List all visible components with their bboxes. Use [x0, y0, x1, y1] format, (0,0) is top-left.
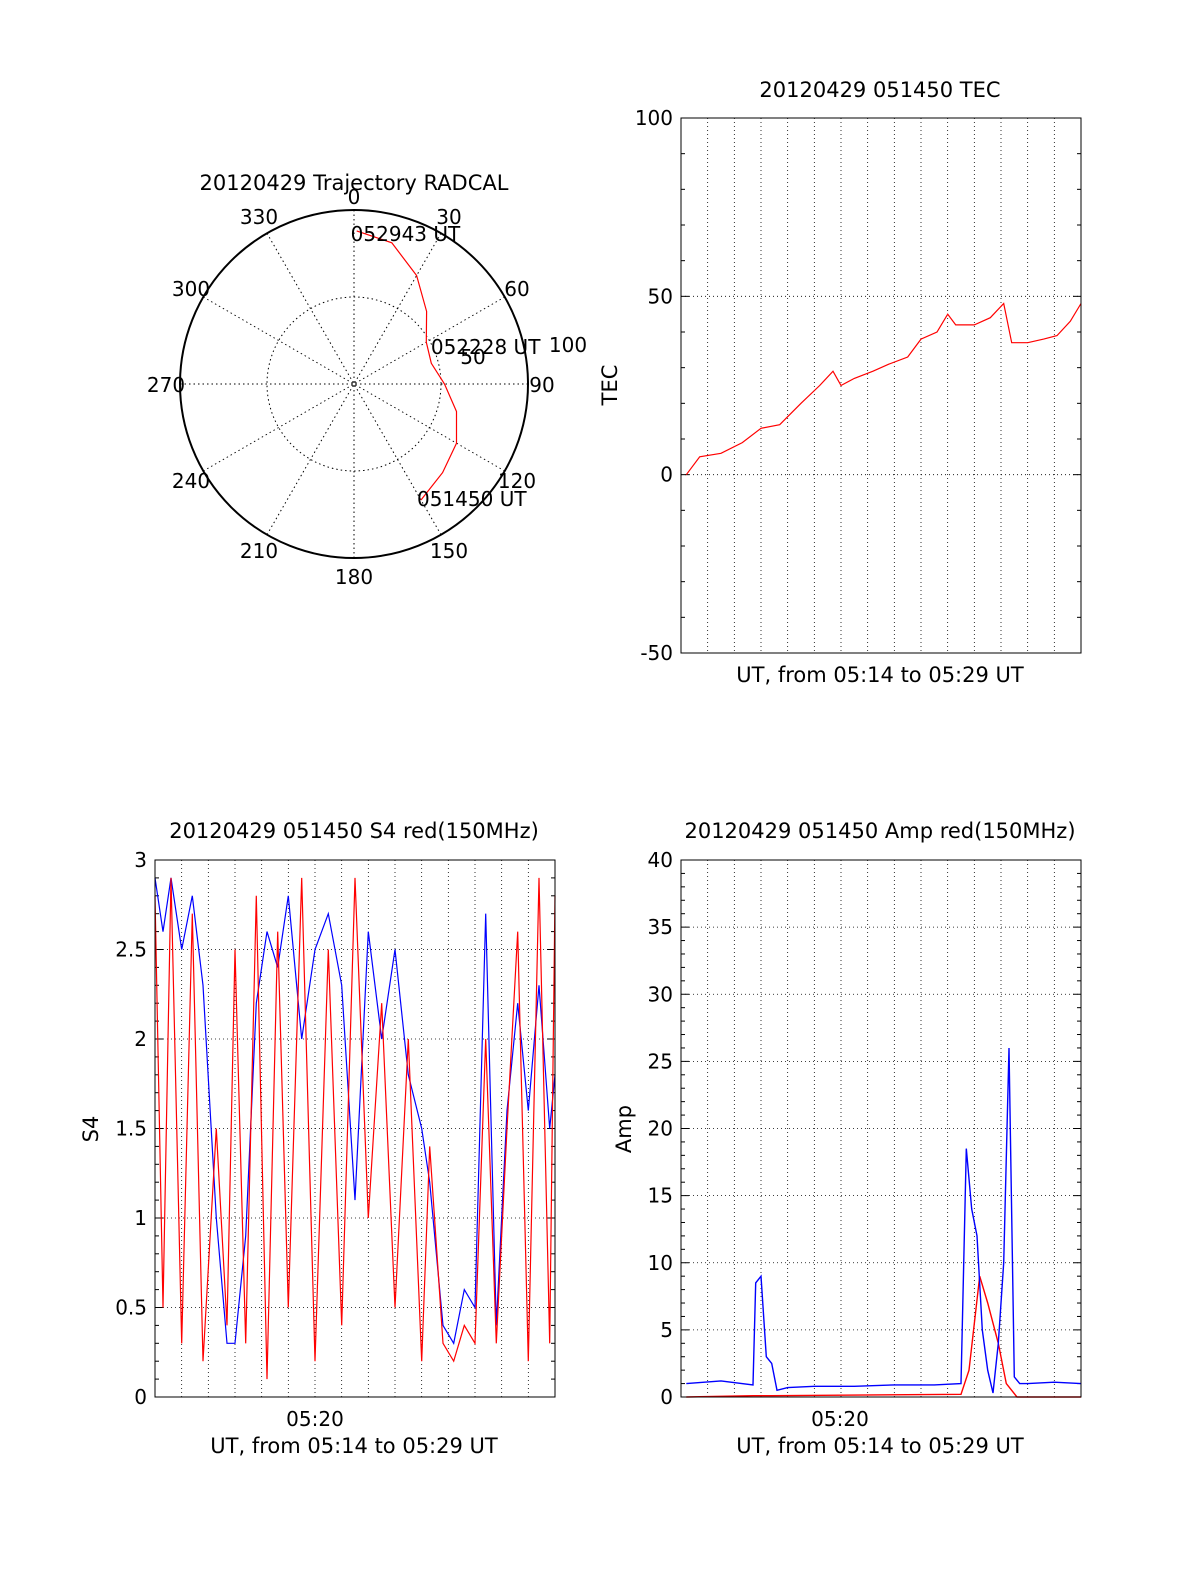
polar-radial-label: 50: [460, 345, 485, 369]
polar-angle-label: 120: [498, 469, 536, 493]
amp-ytick-label: 35: [648, 915, 673, 939]
amp-ytick-label: 10: [648, 1251, 673, 1275]
amp-ytick-label: 25: [648, 1049, 673, 1073]
trajectory-time-label: 052228 UT: [431, 335, 541, 359]
trajectory-time-label: 052943 UT: [351, 222, 461, 246]
s4-ytick-label: 0.5: [115, 1296, 147, 1320]
tec-ticks: [681, 117, 1081, 654]
amp-series-line-blue: [686, 1047, 1082, 1394]
s4-ytick-label: 0: [134, 1385, 147, 1409]
tec-ytick-label: -50: [640, 641, 673, 665]
s4-plot-frame: [154, 859, 556, 1398]
amp-panel: 20120429 051450 Amp red(150MHz) 40 35 30 25…: [612, 819, 1082, 1458]
tec-ytick-label: 50: [648, 284, 673, 308]
trajectory-panel: 20120429 Trajectory RADCAL 0 30 60 90 120 150…: [147, 171, 587, 589]
amp-series-line-red: [686, 1275, 1081, 1398]
polar-angle-label: 210: [240, 539, 278, 563]
polar-angle-label: 30: [436, 205, 461, 229]
s4-x-tick-label: 05:20: [286, 1407, 344, 1431]
s4-grid: [155, 860, 555, 1397]
s4-ytick-label: 1: [134, 1206, 147, 1230]
amp-ticks: [681, 859, 1081, 1398]
polar-grid: [180, 210, 528, 558]
polar-angle-label: 0: [348, 185, 361, 209]
polar-angle-label: 150: [430, 539, 468, 563]
s4-series-line-red: [154, 877, 556, 1380]
polar-angle-label: 60: [504, 277, 529, 301]
tec-x-axis-label: UT, from 05:14 to 05:29 UT: [736, 663, 1024, 687]
tec-ytick-label: 0: [660, 463, 673, 487]
polar-angle-label: 180: [335, 565, 373, 589]
s4-y-tick-labels: 3 2.5 2 1.5 1 0.5 0: [115, 848, 147, 1409]
polar-angle-label: 300: [172, 277, 210, 301]
amp-ytick-label: 0: [660, 1385, 673, 1409]
s4-series-line-blue: [154, 877, 556, 1345]
tec-y-axis-label: TEC: [598, 365, 622, 407]
s4-ytick-label: 2: [134, 1027, 147, 1051]
trajectory-time-label: 051450 UT: [417, 487, 527, 511]
tec-ytick-label: 100: [635, 106, 673, 130]
amp-title: 20120429 051450 Amp red(150MHz): [684, 819, 1075, 843]
trajectory-annotations: 052943 UT 052228 UT 051450 UT: [351, 222, 542, 511]
amp-ytick-label: 5: [660, 1318, 673, 1342]
amp-grid: [681, 860, 1081, 1397]
polar-angle-label: 270: [147, 373, 185, 397]
tec-plot-frame: [680, 117, 1082, 654]
s4-ytick-label: 1.5: [115, 1117, 147, 1141]
amp-ytick-label: 20: [648, 1117, 673, 1141]
amp-x-axis-label: UT, from 05:14 to 05:29 UT: [736, 1434, 1024, 1458]
polar-angle-label: 240: [172, 469, 210, 493]
polar-outer-circle: [179, 209, 529, 559]
amp-ytick-label: 15: [648, 1184, 673, 1208]
s4-ytick-label: 3: [134, 848, 147, 872]
polar-angle-label: 330: [240, 205, 278, 229]
polar-angle-label: 90: [529, 373, 554, 397]
amp-plot-frame: [680, 859, 1082, 1398]
trajectory-title: 20120429 Trajectory RADCAL: [200, 171, 509, 195]
s4-y-axis-label: S4: [79, 1116, 103, 1143]
amp-x-tick-label: 05:20: [811, 1407, 869, 1431]
tec-series-line: [685, 302, 1082, 476]
polar-radial-label: 100: [549, 333, 587, 357]
polar-angle-labels: 0 30 60 90 120 150 180 210 240 270 300 330: [147, 185, 555, 589]
amp-y-axis-label: Amp: [612, 1105, 636, 1153]
amp-ytick-label: 40: [648, 848, 673, 872]
amp-ytick-label: 30: [648, 982, 673, 1006]
amp-y-tick-labels: 40 35 30 25 20 15 10 5 0: [648, 848, 673, 1409]
trajectory-line: [356, 230, 458, 501]
s4-panel: 20120429 051450 S4 red(150MHz) 3 2.5 2 1.5 1…: [79, 819, 556, 1458]
tec-title: 20120429 051450 TEC: [759, 78, 1000, 102]
tec-y-tick-labels: 100 50 0 -50: [635, 106, 673, 665]
s4-ytick-label: 2.5: [115, 938, 147, 962]
tec-panel: 20120429 051450 TEC 100 50 0 -50 TEC UT, fr…: [598, 78, 1082, 687]
polar-radial-labels: 50 100: [460, 333, 587, 369]
tec-grid: [681, 118, 1081, 653]
s4-x-axis-label: UT, from 05:14 to 05:29 UT: [210, 1434, 498, 1458]
s4-title: 20120429 051450 S4 red(150MHz): [169, 819, 539, 843]
